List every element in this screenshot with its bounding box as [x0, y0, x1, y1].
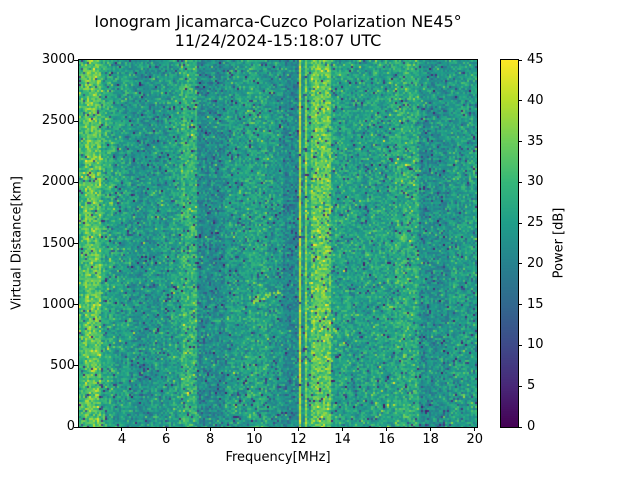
colorbar-tick-label: 0 [527, 419, 536, 434]
colorbar-gradient [501, 60, 518, 427]
y-tick-label: 2000 [41, 174, 75, 190]
y-tick-label: 3000 [41, 52, 75, 67]
y-tick [74, 59, 78, 61]
x-tick-label: 10 [246, 432, 263, 447]
x-tick-label: 4 [117, 432, 127, 447]
x-axis-label: Frequency[MHz] [225, 450, 331, 465]
y-tick-label: 1500 [41, 235, 75, 251]
y-tick [74, 365, 78, 367]
colorbar-tick [518, 344, 522, 346]
chart-title: Ionogram Jicamarca-Cuzco Polarization NE… [94, 12, 462, 31]
colorbar-tick [518, 100, 522, 102]
y-tick [74, 304, 78, 306]
x-tick [209, 427, 211, 431]
x-tick-label: 16 [378, 432, 395, 447]
x-tick-label: 8 [206, 432, 215, 447]
x-tick [341, 427, 343, 431]
colorbar-tick [518, 263, 522, 265]
x-tick [430, 427, 432, 431]
y-tick-label: 0 [66, 419, 75, 434]
y-tick [74, 426, 78, 428]
x-tick [474, 427, 476, 431]
colorbar-tick [518, 426, 522, 428]
colorbar-tick [518, 59, 522, 61]
colorbar-tick [518, 181, 522, 183]
x-tick-label: 20 [466, 432, 484, 447]
y-tick-label: 1000 [41, 296, 75, 312]
colorbar-tick [518, 304, 522, 306]
colorbar-tick-label: 10 [527, 337, 544, 353]
colorbar-tick-label: 5 [527, 378, 536, 394]
colorbar-tick [518, 385, 522, 387]
colorbar-tick-label: 45 [527, 52, 544, 67]
y-axis-label: Virtual Distance[km] [9, 176, 25, 310]
y-tick [74, 120, 78, 122]
x-tick-label: 12 [290, 432, 307, 447]
y-tick [74, 243, 78, 244]
x-tick-label: 14 [334, 432, 351, 447]
ionogram-heatmap [79, 60, 477, 427]
colorbar [500, 59, 519, 428]
colorbar-tick-label: 25 [527, 215, 544, 231]
colorbar-tick-label: 15 [527, 296, 544, 312]
chart-subtitle: 11/24/2024-15:18:07 UTC [174, 31, 382, 50]
y-tick-label: 500 [50, 357, 75, 373]
colorbar-tick-label: 30 [527, 174, 544, 190]
y-tick [74, 181, 78, 183]
x-tick [297, 427, 299, 431]
x-tick-label: 18 [422, 432, 439, 447]
colorbar-tick-label: 20 [527, 255, 544, 271]
colorbar-tick-label: 40 [527, 92, 544, 108]
x-tick-label: 6 [161, 432, 171, 447]
x-tick [165, 427, 167, 431]
x-tick [386, 427, 388, 431]
plot-frame [78, 59, 478, 428]
colorbar-tick [518, 141, 522, 143]
y-tick-label: 2500 [41, 113, 75, 129]
colorbar-tick-label: 35 [527, 133, 544, 149]
colorbar-tick [518, 222, 522, 224]
x-tick [121, 427, 123, 431]
x-tick [253, 427, 255, 431]
